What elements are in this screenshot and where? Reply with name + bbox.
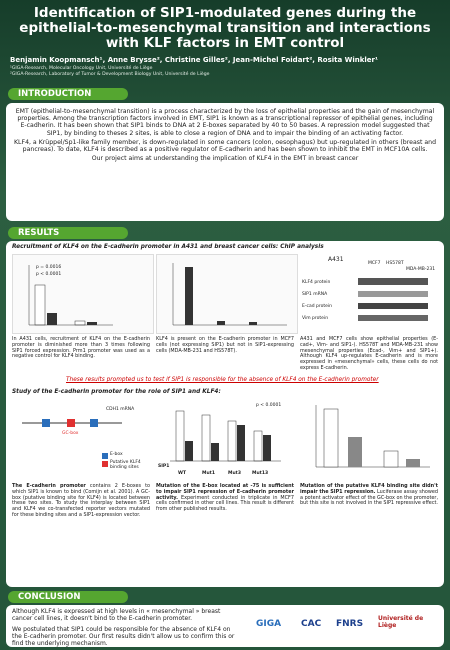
conclusion-panel: Although KLF4 is expressed at high level… [6,605,444,647]
paragraph: Although KLF4 is expressed at high level… [12,608,221,622]
label: CDH1 mRNA [106,407,135,412]
bar [383,450,399,468]
bar [185,441,193,461]
bar [175,410,185,462]
logo: GIGA [256,619,282,629]
legend-swatch [102,453,108,459]
section-heading: INTRODUCTION [8,88,128,100]
row-label: Vim protein [302,316,329,321]
caption: Mutation of the putative KLF4 binding si… [300,483,438,507]
intro-panel: EMT (epithelial-to-mesenchymal transitio… [6,103,444,221]
results-panel: Recruitment of KLF4 on the E-cadherin pr… [6,241,444,587]
row-label: SIP1 mRNA [302,292,328,297]
p-value: p = 0.0016 [36,265,62,270]
bar [87,322,97,325]
note: These results prompted us to test if SIP… [66,377,379,383]
logo: FNRS [336,619,364,629]
bar [348,437,362,467]
label: A431 [328,256,344,263]
p-value: p < 0.0001 [256,403,282,408]
figure-gc-box [315,405,430,468]
label: SIP1 [158,464,170,469]
affiliation: ¹GIGA-Research, Molecular Oncology Unit,… [10,66,153,71]
column-label: MDA-MB-231 [406,267,436,272]
e-box [42,419,50,427]
bar [74,320,86,326]
caption: The E-cadherin promoter contains 2 E-box… [12,483,151,519]
column-label: MCF7 [368,261,381,266]
affiliation: ²GIGA-Research, Laboratory of Tumor & De… [10,72,210,77]
paragraph: KLF4, a Krüppel/Sp1-like family member, … [14,138,437,154]
poster-title: Identification of SIP1-modulated genes d… [19,5,431,51]
paragraph: EMT (epithelial-to-mesenchymal transitio… [15,108,435,137]
authors: Benjamin Koopmansch¹, Anne Brysse², Chri… [10,56,379,64]
paragraph: We postulated that SIP1 could be respons… [12,626,235,647]
figure-promoter [22,419,122,467]
bar [263,435,271,461]
subsection-title: Recruitment of KLF4 on the E-cadherin pr… [12,244,324,250]
p-value: p < 0.0001 [36,272,62,277]
bar [323,408,339,468]
section-heading: CONCLUSION [8,591,128,603]
caption-text: Luciferase assay showed a potent activat… [300,488,438,507]
logo: Université de Liège [378,615,424,629]
caption-lead: Mutation of the E-box located at -75 is … [156,483,294,501]
logo: CAC [301,619,322,629]
subsection-title: Study of the E-cadherin promoter for the… [12,389,221,395]
label: Mut13 [252,471,269,476]
row-label: KLF4 protein [302,280,331,285]
caption-lead: Mutation of the putative KLF4 binding si… [300,483,438,495]
legend-label: E-box [110,452,123,457]
bar [217,321,225,325]
bar [227,420,237,462]
label: GC-box [62,431,79,436]
paragraph: Our project aims at understanding the im… [91,155,359,163]
bar [237,425,245,461]
label: Mut3 [228,471,241,476]
bar [201,414,211,462]
bar [406,459,420,467]
bar [47,313,57,325]
band [358,303,428,309]
band [358,278,428,285]
caption: Mutation of the E-box located at -75 is … [156,483,294,513]
column-label: HS578T [386,261,404,266]
bar [249,322,257,325]
figure-chip-a431 [12,254,154,334]
bar [253,430,263,462]
band [358,291,428,297]
caption: A431 and MCF7 cells show epithelial prop… [300,336,438,371]
figure-western [358,278,428,321]
bar [34,284,46,326]
caption-lead: The E-cadherin promoter [12,483,86,489]
legend-swatch [102,461,108,467]
caption-text: Experiment conducted in triplicate in MC… [156,494,294,513]
caption-text: contains 2 E-boxes to which SIP1 is know… [12,483,151,518]
figure-chip-breast [156,254,298,334]
label: Mut1 [202,471,215,476]
legend-label: Putative KLF4 binding sites [110,460,141,470]
section-heading: RESULTS [8,227,128,239]
gc-box [67,419,75,427]
caption: KLF4 is present on the E-cadherin promot… [156,336,294,354]
row-label: E-cad protein [302,304,332,309]
bar [185,267,193,325]
e-box [90,419,98,427]
conclusion-text: Although KLF4 is expressed at high level… [12,608,242,647]
label: WT [178,471,187,476]
band [358,315,428,321]
figure-luciferase [170,410,281,462]
bar [211,443,219,461]
caption: In A431 cells, recruitment of KLF4 on th… [12,336,150,360]
